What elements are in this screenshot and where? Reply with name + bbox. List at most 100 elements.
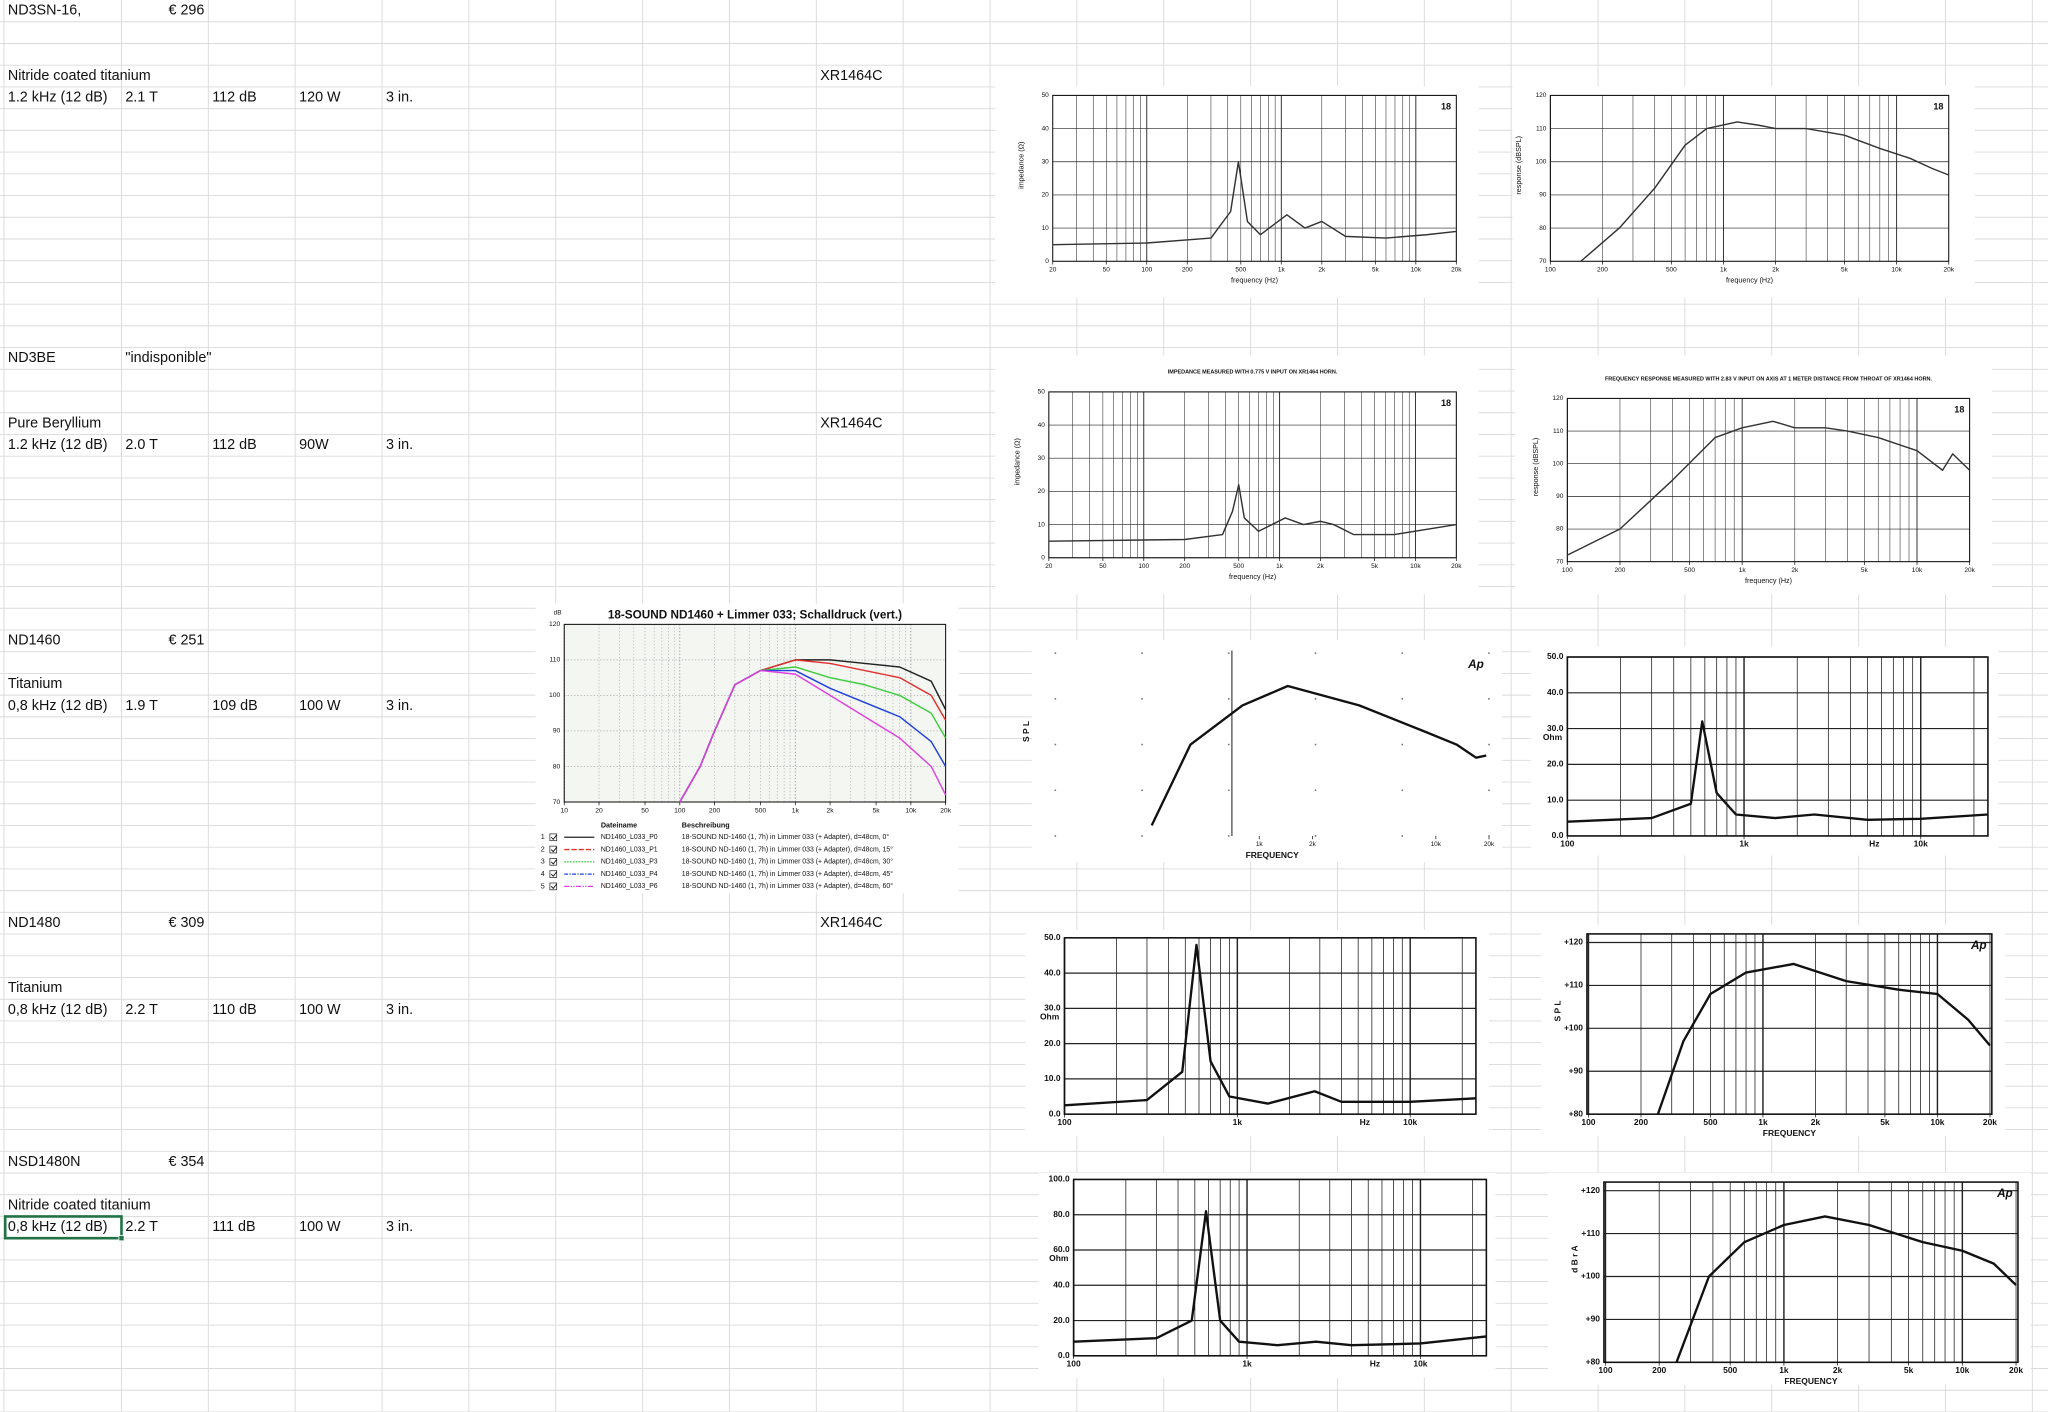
y-tick-label: 10: [1038, 521, 1046, 528]
y-tick-label: 70: [1556, 558, 1564, 565]
x-tick-label: 20k: [1484, 841, 1495, 848]
y-tick-label: +80: [1586, 1357, 1601, 1367]
legend-filename: ND1460_L033_P0: [601, 834, 658, 841]
y-tick-label: 90: [553, 728, 561, 735]
x-tick-label: 10k: [1413, 1359, 1427, 1369]
y-tick-label: +100: [1564, 1023, 1583, 1033]
faint-grid-dot: [1314, 697, 1317, 700]
x-tick-label: 2k: [1318, 266, 1326, 273]
y-tick-label: 60.0: [1053, 1244, 1070, 1254]
legend-checkbox: [549, 833, 558, 842]
cell-spec: 3 in.: [386, 1002, 413, 1018]
x-axis-label: frequency (Hz): [1231, 277, 1278, 285]
faint-grid-dot: [1488, 652, 1490, 655]
faint-grid-dot: [1054, 835, 1057, 837]
x-tick-label: 2k: [1791, 567, 1799, 574]
response-curve: [1064, 943, 1476, 1107]
y-tick-label: +120: [1581, 1185, 1600, 1195]
legend-filename: ND1460_L033_P6: [601, 883, 658, 890]
y-tick-label: 40.0: [1044, 967, 1061, 977]
x-tick-label: 100: [1560, 839, 1574, 849]
faint-grid-dot: [1227, 652, 1230, 655]
faint-grid-dot: [1401, 697, 1404, 700]
legend-check: [550, 883, 558, 890]
legend-filename: ND1460_L033_P4: [601, 871, 658, 878]
plot-frame: [1063, 937, 1477, 1115]
legend-index: 4: [541, 870, 545, 878]
faint-grid-dot: [1314, 743, 1317, 746]
y-axis-label: Ohm: [1543, 732, 1562, 742]
cell-spec: 2.2 T: [125, 1219, 158, 1235]
response-curve: [1656, 962, 1991, 1115]
y-axis-label: S P L: [1552, 1000, 1562, 1021]
x-tick-label: 20k: [1964, 567, 1975, 574]
response-curve: [1052, 161, 1457, 246]
y-tick-label: +100: [1581, 1271, 1600, 1281]
x-tick-label: 2k: [827, 807, 835, 814]
cell-spec: 0,8 kHz (12 dB): [8, 698, 108, 714]
x-tick-label: 200: [1179, 563, 1190, 570]
image-background: [1031, 640, 1503, 863]
y-tick-label: 40.0: [1547, 687, 1564, 697]
y-tick-label: 40: [1042, 125, 1050, 132]
plot-frame: [1048, 391, 1457, 559]
y-tick-label: 50.0: [1044, 932, 1061, 942]
image-background: [1541, 924, 2005, 1137]
x-tick-label: 2k: [1317, 563, 1325, 570]
chart-image: 70 80 90 100 110 120 100 200 500 1k 2k 5k 10k 20k FREQ…: [1515, 355, 1992, 595]
cell-spec: 111 dB: [212, 1219, 255, 1235]
x-tick-label: 1k: [1256, 841, 1264, 848]
chart-image: 0 10 20 30 40 50 20 50 100 200 500 1k 2k 5k 10k 20k 18 fr…: [995, 86, 1479, 298]
response-curve: [1048, 484, 1457, 542]
y-tick-label: 10.0: [1547, 794, 1564, 804]
faint-grid-dot: [1141, 652, 1143, 655]
y-axis-label: S P L: [1021, 721, 1031, 742]
x-tick-label: 10k: [1914, 839, 1928, 849]
x-tick-label: 20: [1045, 563, 1053, 570]
x-tick-label: 5k: [1372, 266, 1380, 273]
faint-grid-dot: [1488, 789, 1490, 792]
x-unit-label: Hz: [1869, 839, 1879, 849]
image-background: [1025, 930, 1489, 1137]
legend-check: [550, 871, 558, 877]
x-tick-label: 20: [1049, 266, 1057, 273]
plot-frame: [1566, 397, 1971, 563]
faint-grid-dot: [1488, 743, 1490, 746]
x-tick-label: 50: [641, 807, 649, 814]
response-curve: [1567, 420, 1971, 556]
cell-material: Titanium: [8, 980, 63, 996]
cell-spec: 110 dB: [212, 1002, 256, 1018]
cell-price: € 309: [168, 915, 204, 931]
cell-material: Titanium: [8, 676, 63, 692]
y-tick-label: +120: [1564, 937, 1583, 947]
legend-check: [550, 834, 558, 841]
x-tick-label: 200: [1597, 266, 1608, 273]
faint-grid-dot: [1227, 789, 1230, 792]
x-tick-label: 2k: [1309, 841, 1317, 848]
x-tick-label: 5k: [1371, 563, 1379, 570]
cell-spec: 1.9 T: [125, 698, 158, 714]
legend-check: [550, 846, 558, 853]
legend-checkbox: [549, 870, 558, 878]
chart-image: 0.0 10.0 20.0 30.0 40.0 50.0 100 1k 10k Hz Ohm: [1025, 930, 1489, 1137]
x-axis-label: frequency (Hz): [1229, 573, 1276, 581]
x-tick-label: 1k: [1233, 1117, 1243, 1127]
faint-grid-dot: [1054, 789, 1057, 792]
cell-spec: 120 W: [299, 90, 341, 106]
legend-filename: ND1460_L033_P1: [601, 846, 658, 853]
y-tick-label: 120: [1553, 395, 1564, 402]
selected-cell: [3, 1215, 123, 1240]
y-tick-label: 10.0: [1044, 1073, 1061, 1083]
cell-spec: 2.0 T: [125, 437, 158, 453]
plot-frame: [1603, 1181, 2019, 1364]
x-tick-label: 200: [1182, 266, 1193, 273]
x-tick-label: 2k: [1811, 1117, 1821, 1127]
plot-frame: [1549, 94, 1950, 262]
x-tick-label: 1k: [1779, 1365, 1789, 1375]
y-tick-label: 40.0: [1053, 1279, 1070, 1289]
y-tick-label: 90: [1539, 192, 1547, 199]
faint-grid-dot: [1488, 835, 1490, 837]
y-tick-label: 110: [1553, 428, 1564, 435]
cell-material: Nitride coated titanium: [8, 68, 151, 84]
response-curve: [1567, 720, 1988, 823]
